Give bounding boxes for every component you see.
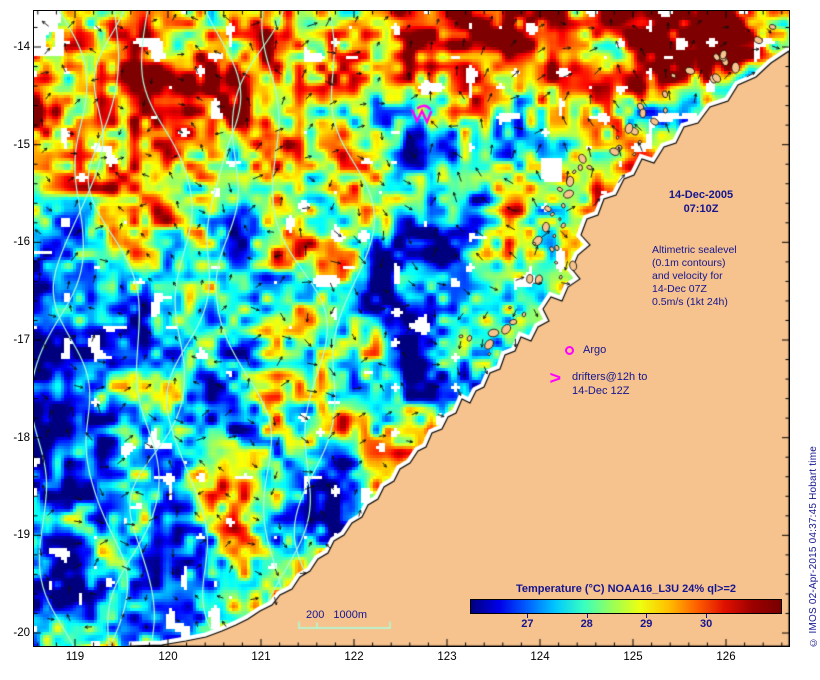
argo-float-icon bbox=[565, 346, 574, 355]
colorbar-title: Temperature (°C) NOAA16_L3U 24% ql>=2 bbox=[516, 583, 736, 595]
scale-bar-200: 200 bbox=[306, 609, 325, 621]
colorbar-tick-label: 27 bbox=[521, 618, 534, 630]
sst-map-canvas bbox=[34, 11, 789, 646]
lon-tick-label: 120 bbox=[158, 651, 178, 663]
altimetric-annotation: Altimetric sealevel (0.1m contours) and … bbox=[652, 244, 737, 309]
colorbar-gradient bbox=[470, 599, 782, 614]
map-plot-area bbox=[33, 10, 790, 647]
argo-label: Argo bbox=[583, 344, 607, 356]
altimetric-line: and velocity for bbox=[652, 270, 723, 282]
copyright-watermark: © IMOS 02-Apr-2015 04:37:45 Hobart time bbox=[808, 446, 819, 648]
drifters-line: 14-Dec 12Z bbox=[572, 384, 630, 397]
colorbar-tick-marks bbox=[470, 614, 782, 618]
altimetric-line: (0.1m contours) bbox=[652, 257, 726, 269]
altimetric-line: 0.5m/s (1kt 24h) bbox=[652, 296, 728, 308]
colorbar-tick-label: 30 bbox=[700, 618, 713, 630]
colorbar-tick-label: 29 bbox=[640, 618, 653, 630]
altimetric-line: Altimetric sealevel bbox=[652, 244, 737, 256]
lat-tick-label: -19 bbox=[13, 529, 30, 542]
lon-tick-label: 125 bbox=[623, 651, 643, 663]
colorbar-tick-mark bbox=[586, 614, 588, 618]
colorbar-tick-label: 28 bbox=[580, 618, 593, 630]
lon-tick-label: 123 bbox=[437, 651, 457, 663]
lat-tick-label: -20 bbox=[13, 627, 30, 640]
lat-tick-label: -17 bbox=[13, 334, 30, 346]
timestamp-time: 07:10Z bbox=[683, 202, 719, 215]
lon-tick-label: 122 bbox=[344, 651, 364, 663]
timestamp-date: 14-Dec-2005 bbox=[668, 189, 734, 201]
colorbar-tick-mark bbox=[646, 614, 648, 618]
drifter-arrow-icon: > bbox=[549, 368, 562, 388]
lat-tick-label: -16 bbox=[13, 236, 30, 249]
drifters-annotation: drifters@12h to 14-Dec 12Z bbox=[572, 371, 647, 398]
drifters-line: drifters@12h to bbox=[572, 371, 648, 383]
altimetric-line: 14-Dec 07Z bbox=[652, 283, 707, 295]
lat-tick-label: -14 bbox=[13, 41, 30, 53]
scale-bar-labels: 200 1000m bbox=[306, 609, 367, 623]
lat-tick-label: -18 bbox=[13, 431, 30, 444]
lon-tick-label: 126 bbox=[716, 651, 736, 663]
colorbar-tick-labels: 27 28 29 30 bbox=[470, 618, 782, 632]
scale-bar-1000m: 1000m bbox=[333, 609, 367, 621]
timestamp-annotation: 14-Dec-2005 07:10Z bbox=[648, 189, 754, 216]
lon-tick-label: 121 bbox=[251, 651, 271, 663]
lat-tick-label: -15 bbox=[13, 138, 30, 151]
colorbar-tick-mark bbox=[706, 614, 708, 618]
lon-tick-label: 119 bbox=[65, 651, 85, 663]
colorbar-tick-mark bbox=[527, 614, 529, 618]
lon-tick-label: 124 bbox=[530, 651, 550, 663]
